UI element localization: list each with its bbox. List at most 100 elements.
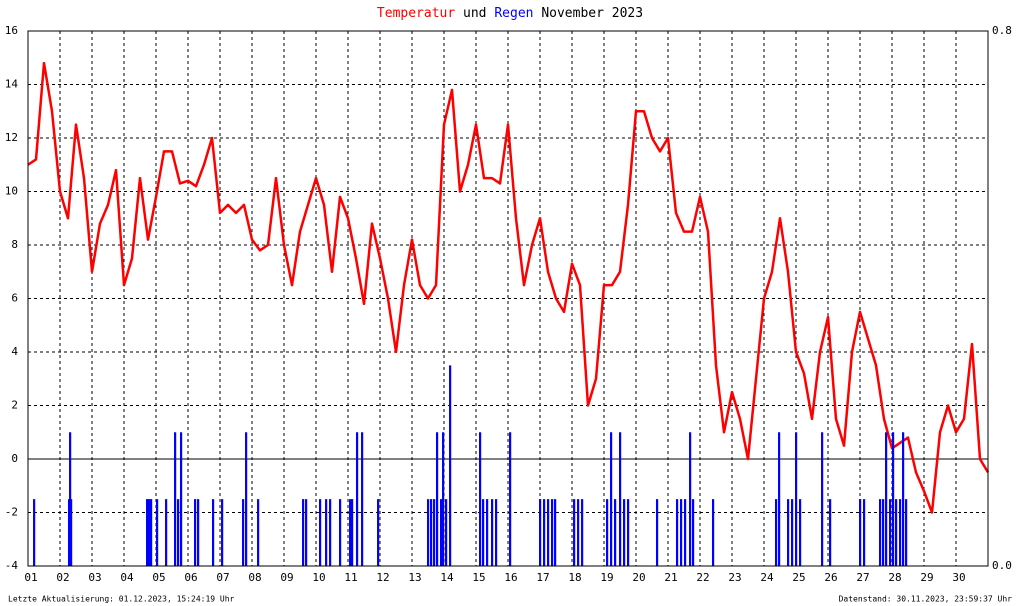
x-tick-label: 17	[536, 571, 549, 584]
x-tick-label: 20	[632, 571, 645, 584]
x-tick-label: 08	[248, 571, 261, 584]
rain-bar	[627, 499, 630, 566]
rain-bar	[242, 499, 245, 566]
rain-bar	[799, 499, 802, 566]
x-tick-label: 04	[120, 571, 134, 584]
rain-bar	[905, 499, 908, 566]
x-tick-label: 25	[792, 571, 805, 584]
rain-bar	[554, 499, 557, 566]
rain-bar	[623, 499, 626, 566]
rain-bar	[689, 432, 692, 566]
rain-bar	[377, 499, 380, 566]
rain-bar	[581, 499, 584, 566]
x-tick-label: 07	[216, 571, 229, 584]
rain-bar	[614, 499, 617, 566]
rain-bar	[606, 499, 609, 566]
rain-bar	[577, 499, 580, 566]
rain-bar	[349, 499, 352, 566]
rain-bar	[245, 432, 248, 566]
rain-bar	[449, 365, 452, 566]
title-part: Temperatur	[377, 6, 455, 21]
y2-tick-label: 0.0	[992, 559, 1012, 572]
x-tick-label: 02	[56, 571, 69, 584]
title-part: Regen	[494, 6, 533, 21]
y-tick-label: -2	[5, 506, 18, 519]
x-tick-label: 21	[664, 571, 677, 584]
y-tick-label: 10	[5, 185, 18, 198]
rain-bar	[775, 499, 778, 566]
y-tick-label: 16	[5, 24, 18, 37]
plot-border	[27, 30, 989, 567]
rain-bar	[150, 499, 153, 566]
rain-bar	[305, 499, 308, 566]
rain-bar	[509, 432, 512, 566]
y-tick-label: 12	[5, 131, 18, 144]
rain-bar	[486, 499, 489, 566]
rain-bar	[551, 499, 554, 566]
x-tick-label: 27	[856, 571, 869, 584]
rain-bar	[882, 499, 885, 566]
x-tick-label: 22	[696, 571, 709, 584]
rain-bar	[675, 499, 679, 566]
rain-bar	[795, 432, 798, 566]
rain-bar	[433, 499, 436, 566]
rain-bar	[573, 499, 576, 566]
rain-bar	[889, 499, 892, 566]
x-tick-label: 18	[568, 571, 581, 584]
rain-bar	[539, 499, 542, 566]
x-tick-label: 28	[888, 571, 901, 584]
rain-bar	[177, 499, 180, 566]
rain-bar	[257, 499, 260, 566]
rain-bar	[791, 499, 794, 566]
rain-bar	[863, 499, 866, 566]
rain-bar	[146, 499, 149, 566]
temperature-line	[27, 61, 990, 514]
rain-bar	[482, 499, 485, 566]
rain-bar	[427, 499, 430, 566]
rain-bar	[610, 432, 613, 566]
rain-bar	[329, 499, 332, 566]
rain-bar	[194, 499, 197, 566]
footer-left: Letzte Aktualisierung: 01.12.2023, 15:24…	[8, 595, 235, 604]
y-tick-label: 8	[11, 238, 18, 251]
rain-bar	[435, 432, 439, 566]
rain-bar	[325, 499, 328, 566]
x-tick-label: 11	[344, 571, 357, 584]
rain-bar	[174, 432, 177, 566]
x-tick-label: 10	[312, 571, 325, 584]
x-tick-label: 30	[952, 571, 965, 584]
rain-bar	[351, 499, 354, 566]
x-tick-label: 09	[280, 571, 293, 584]
x-tick-label: 14	[440, 571, 454, 584]
rain-bar	[821, 432, 824, 566]
x-tick-label: 06	[184, 571, 197, 584]
rain-bar	[339, 499, 342, 566]
x-tick-label: 03	[88, 571, 101, 584]
rain-bar	[439, 499, 443, 566]
rain-bar	[479, 432, 482, 566]
rain-bar	[543, 499, 546, 566]
rain-bar	[197, 499, 200, 566]
rain-bar	[895, 499, 898, 566]
rain-bar	[891, 432, 895, 566]
x-tick-label: 15	[472, 571, 485, 584]
rain-bar	[430, 499, 433, 566]
rain-bar	[495, 499, 498, 566]
x-tick-label: 05	[152, 571, 165, 584]
rain-bar	[70, 499, 73, 566]
rain-bar	[33, 499, 36, 566]
rain-bar	[859, 499, 862, 566]
y-tick-label: -4	[5, 559, 19, 572]
x-tick-label: 16	[504, 571, 517, 584]
rain-bar	[147, 499, 151, 566]
rain-bar	[885, 432, 888, 566]
title-part: November 2023	[541, 6, 643, 21]
rain-bar	[711, 499, 715, 566]
rain-bar	[879, 499, 882, 566]
rain-bar	[491, 499, 494, 566]
y-tick-label: 6	[11, 292, 18, 305]
rain-bar	[899, 499, 902, 566]
x-tick-label: 26	[824, 571, 837, 584]
x-tick-label: 23	[728, 571, 741, 584]
